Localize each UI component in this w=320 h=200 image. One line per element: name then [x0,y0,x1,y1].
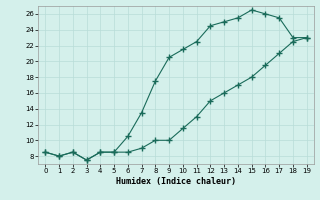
X-axis label: Humidex (Indice chaleur): Humidex (Indice chaleur) [116,177,236,186]
